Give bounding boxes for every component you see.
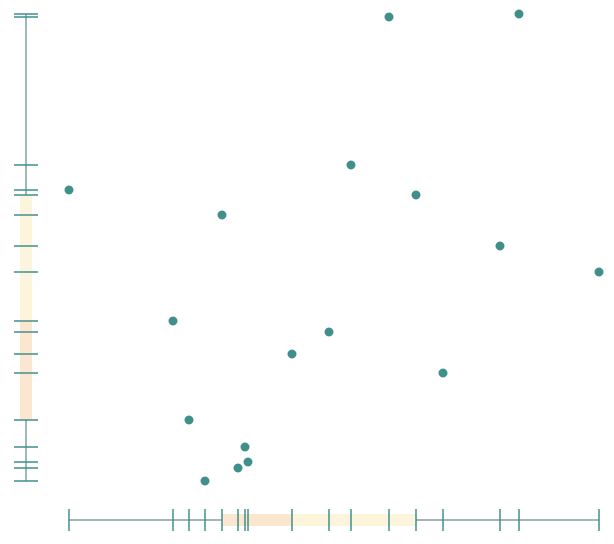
point (384, 12, 394, 22)
point (324, 327, 334, 337)
point (240, 442, 250, 452)
point (495, 241, 505, 251)
point (243, 457, 253, 467)
point (287, 349, 297, 359)
y-box-low (20, 321, 32, 420)
point (217, 210, 227, 220)
point (233, 463, 243, 473)
point (184, 415, 194, 425)
point (438, 368, 448, 378)
x-box-high (292, 514, 416, 526)
point (346, 160, 356, 170)
x-box-low (222, 514, 292, 526)
point (411, 190, 421, 200)
point (64, 185, 74, 195)
point (594, 267, 604, 277)
point (514, 9, 524, 19)
y-box-high (20, 195, 32, 321)
point (168, 316, 178, 326)
point (200, 476, 210, 486)
